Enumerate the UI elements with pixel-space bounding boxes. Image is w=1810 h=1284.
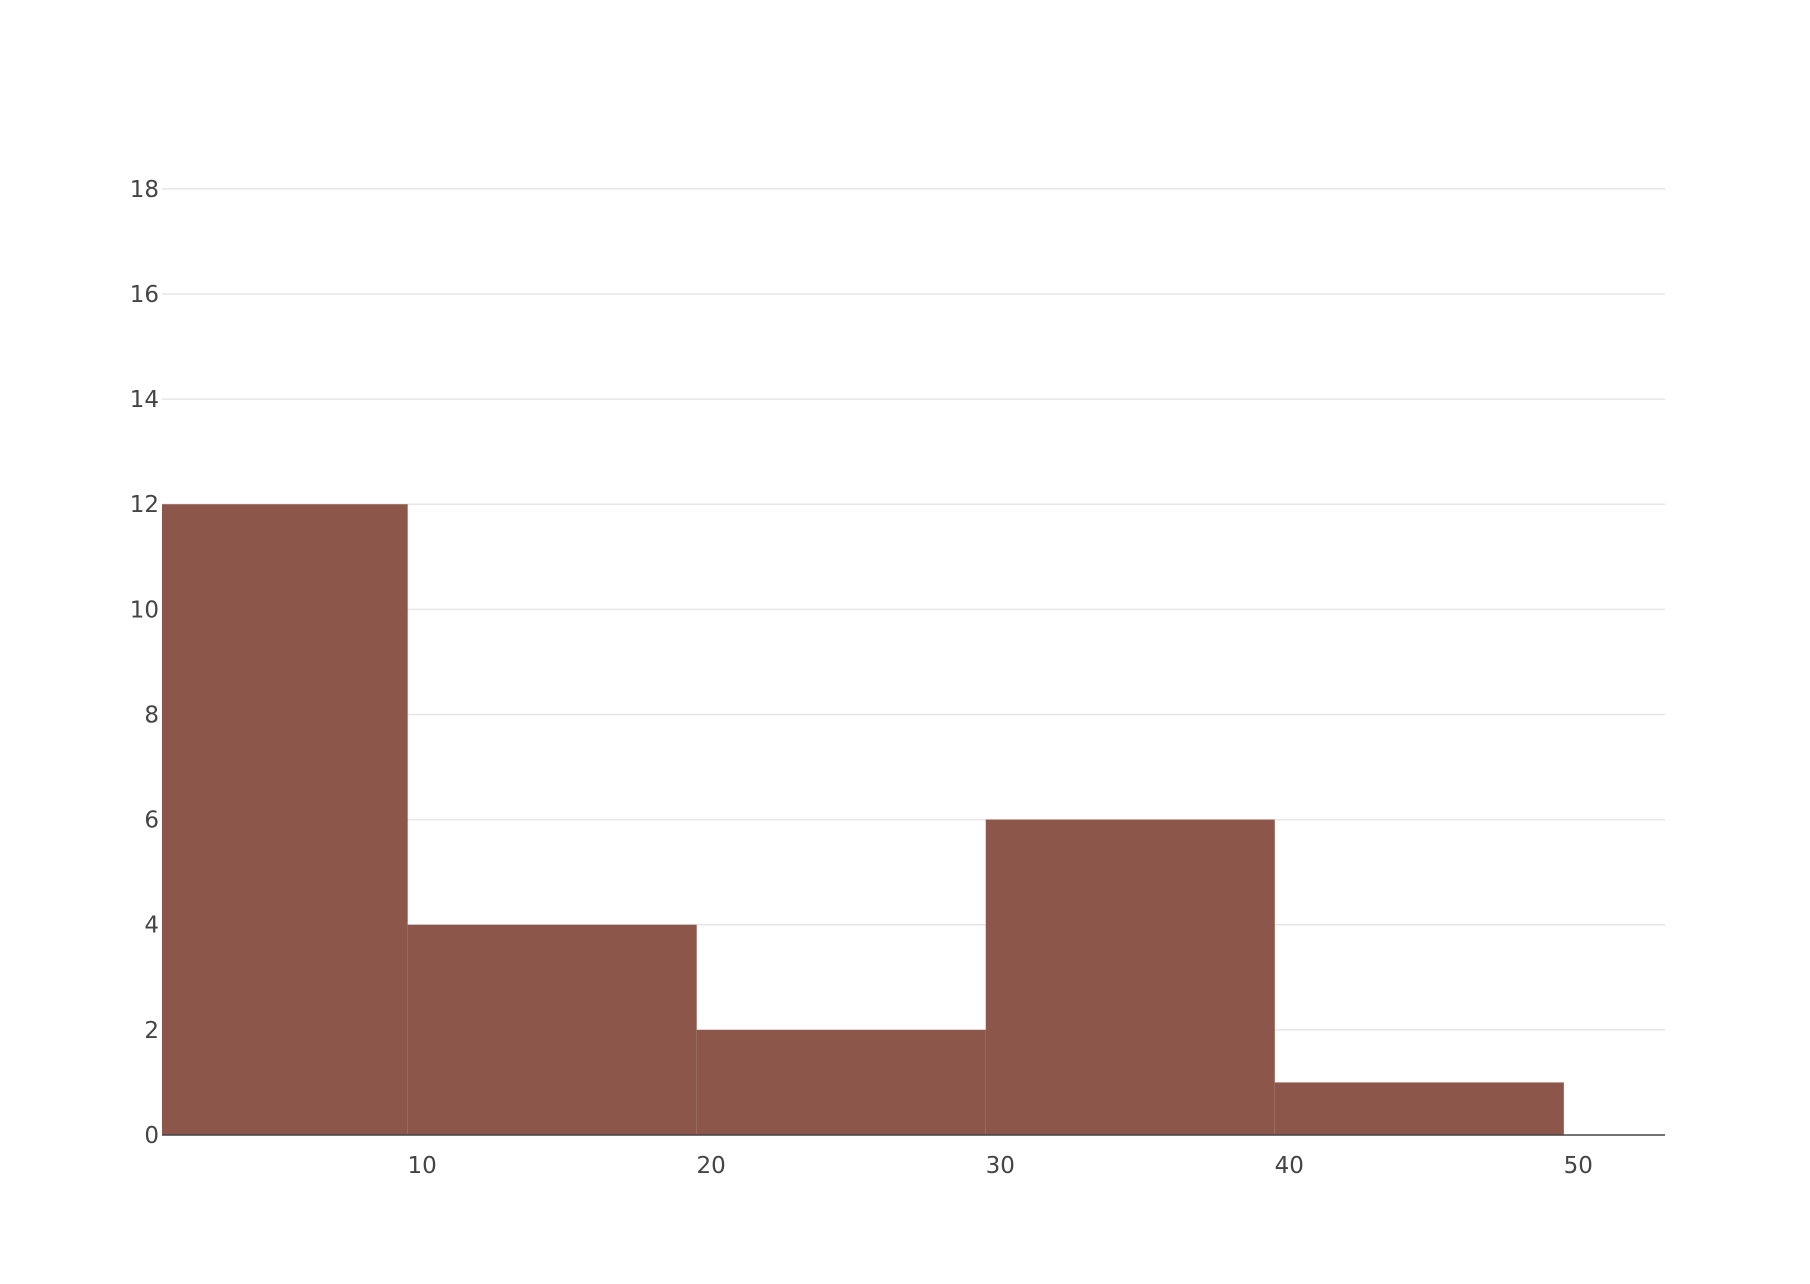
y-tick-label: 6 [144,808,159,834]
y-tick-label: 18 [130,177,159,203]
y-tick-label: 10 [130,597,159,623]
y-tick-label: 16 [130,282,159,308]
histogram-bars [162,504,1564,1135]
y-tick-label: 0 [144,1123,159,1149]
histogram-bar-3 [696,1029,986,1135]
y-tick-label: 8 [144,702,159,728]
y-tick-label: 14 [130,387,159,413]
y-tick-label: 12 [130,492,159,518]
histogram-bar-1 [162,504,408,1135]
y-tick-label: 2 [144,1018,159,1044]
histogram-bar-4 [985,819,1275,1135]
x-tick-label: 50 [1564,1153,1593,1179]
x-tick-label: 10 [407,1153,436,1179]
x-tick-label: 40 [1275,1153,1304,1179]
y-tick-label: 4 [144,913,159,939]
x-tick-label: 30 [986,1153,1015,1179]
histogram-bar-2 [407,924,697,1135]
tick-labels: 0 2 4 6 8 10 12 14 16 18 10 20 30 40 50 [130,177,1593,1179]
histogram-bar-5 [1274,1082,1564,1135]
x-tick-label: 20 [697,1153,726,1179]
